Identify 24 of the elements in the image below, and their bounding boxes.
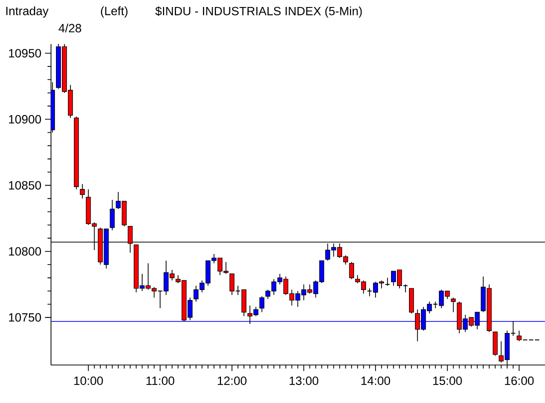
y-tick-label: 10950 — [9, 48, 42, 58]
y-tick-label: 10850 — [9, 181, 42, 190]
y-tick-label: 10750 — [9, 313, 42, 322]
x-tick-label: 14:00 — [361, 376, 390, 386]
candlestick — [80, 184, 85, 199]
x-tick-label: 10:00 — [74, 376, 103, 386]
x-tick-label: 13:00 — [290, 376, 318, 386]
x-tick-label: 16:00 — [505, 376, 534, 386]
candlestick — [259, 296, 264, 313]
y-tick-label: 10900 — [9, 115, 42, 124]
text: (Left) — [100, 6, 128, 18]
candlestick — [349, 262, 354, 280]
text: Intraday — [6, 6, 49, 18]
candlestick — [450, 297, 456, 313]
candlestick — [384, 277, 390, 286]
x-tick-label: 15:00 — [433, 376, 462, 386]
x-tick-label: 12:00 — [218, 376, 246, 386]
candlestick — [408, 288, 414, 314]
text: 4/28 — [58, 24, 82, 32]
x-tick-label: 11:00 — [146, 376, 174, 386]
y-tick-label: 10800 — [9, 247, 42, 256]
chart-title: $INDU - INDUSTRIALS INDEX (5-Min) — [155, 6, 362, 18]
candlestick — [492, 332, 498, 356]
candlestick — [110, 199, 115, 231]
